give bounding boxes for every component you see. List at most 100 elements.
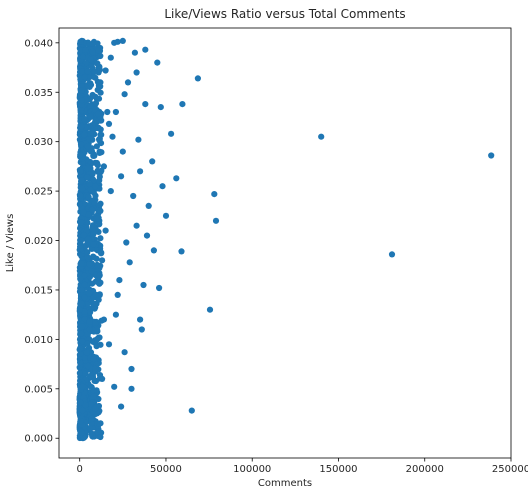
y-tick-label: 0.005	[24, 384, 53, 395]
data-point	[114, 291, 121, 298]
data-point	[211, 191, 218, 198]
data-point	[84, 301, 91, 308]
plot-area	[59, 28, 511, 458]
data-point	[84, 249, 91, 256]
data-point	[77, 47, 84, 54]
data-point	[99, 375, 106, 382]
data-point	[93, 255, 100, 262]
data-point	[137, 316, 144, 323]
y-tick-label: 0.015	[24, 285, 53, 296]
data-point	[83, 349, 90, 356]
data-point	[168, 130, 175, 137]
data-point	[102, 67, 109, 74]
data-point	[97, 207, 104, 214]
data-point	[78, 177, 85, 184]
data-point	[81, 74, 88, 81]
data-point	[137, 168, 144, 175]
data-point	[94, 162, 101, 169]
data-point	[96, 136, 103, 143]
data-point	[97, 433, 104, 441]
data-point	[84, 164, 91, 172]
data-point	[84, 236, 92, 243]
x-tick-label: 100000	[233, 464, 271, 475]
data-point	[95, 95, 103, 102]
data-point	[87, 102, 94, 109]
data-point	[87, 401, 94, 408]
data-point	[77, 168, 84, 175]
data-point	[89, 226, 96, 233]
y-tick-label: 0.010	[24, 335, 53, 346]
data-point	[100, 316, 107, 323]
data-point	[156, 284, 163, 292]
data-point	[124, 79, 132, 86]
data-point	[77, 245, 84, 252]
data-point	[88, 206, 96, 213]
data-point	[93, 326, 101, 333]
data-point	[94, 60, 101, 67]
data-point	[78, 286, 85, 294]
data-point	[173, 175, 180, 182]
data-point	[84, 174, 91, 181]
data-point	[94, 118, 101, 125]
data-point	[81, 115, 88, 122]
y-axis-label: Like / Views	[5, 214, 16, 273]
data-point	[105, 341, 113, 348]
data-point	[87, 56, 94, 63]
data-point	[89, 136, 96, 143]
data-point	[86, 181, 93, 188]
data-point	[94, 336, 101, 343]
data-point	[96, 272, 103, 279]
y-tick-label: 0.025	[24, 187, 53, 198]
ticks-layer: 0 50000 100000 150000 200000 250000 0.000 0.005…	[24, 38, 528, 475]
data-point	[93, 361, 100, 368]
data-point	[96, 177, 103, 184]
data-point	[388, 251, 396, 258]
data-point	[107, 188, 114, 195]
data-point	[77, 219, 85, 226]
data-point	[98, 149, 105, 156]
data-point	[88, 63, 95, 70]
data-point	[77, 192, 84, 199]
data-point	[92, 365, 99, 373]
data-point	[121, 349, 128, 356]
data-point	[91, 377, 98, 384]
data-point	[77, 38, 84, 45]
data-point	[77, 350, 84, 357]
data-point	[79, 185, 86, 192]
data-point	[76, 370, 83, 377]
data-point	[77, 345, 84, 352]
data-point	[97, 52, 104, 60]
data-point	[116, 277, 123, 284]
data-point	[78, 260, 85, 267]
data-point	[92, 291, 99, 298]
data-point	[89, 91, 96, 99]
data-point	[149, 158, 156, 165]
data-point	[76, 201, 83, 208]
x-tick-label: 0	[77, 464, 83, 475]
data-point	[121, 91, 128, 98]
data-point	[140, 281, 147, 289]
data-point	[89, 48, 96, 56]
data-point	[131, 49, 138, 56]
data-point	[79, 68, 86, 75]
x-tick-label: 50000	[150, 464, 182, 475]
data-point	[98, 250, 105, 257]
data-point	[118, 173, 125, 180]
data-point	[84, 254, 91, 261]
data-point	[97, 262, 104, 269]
y-tick-label: 0.040	[24, 38, 53, 49]
plot-frame	[58, 27, 512, 459]
data-point	[89, 280, 96, 287]
data-point	[99, 257, 106, 264]
x-tick-label: 200000	[406, 464, 444, 475]
data-point	[79, 338, 86, 345]
data-point	[142, 46, 149, 53]
data-point	[157, 104, 164, 111]
data-point	[95, 296, 102, 303]
data-point	[135, 136, 142, 143]
data-point	[154, 59, 161, 66]
data-point	[97, 79, 104, 86]
data-point	[133, 222, 140, 229]
data-point	[79, 407, 86, 414]
